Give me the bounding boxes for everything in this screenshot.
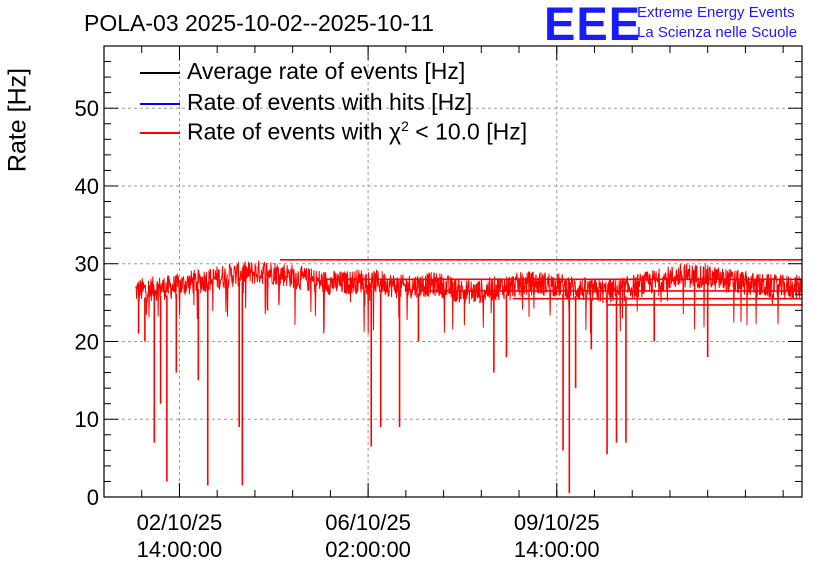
legend-label-chi2: Rate of events with χ2 < 10.0 [Hz] bbox=[187, 118, 527, 146]
y-tick-label: 50 bbox=[75, 96, 99, 121]
logo-line2: La Scienza nelle Scuole bbox=[637, 24, 798, 41]
axis-layer: 0102030405002/10/2514:00:0006/10/2502:00… bbox=[75, 45, 803, 562]
legend-chi2-superscript: 2 bbox=[401, 118, 409, 134]
series-layer bbox=[135, 259, 803, 494]
logo-line1: Extreme Energy Events bbox=[637, 4, 795, 21]
series-trace-chi2 bbox=[135, 260, 803, 334]
y-tick-label: 40 bbox=[75, 174, 99, 199]
x-tick-label-time: 14:00:00 bbox=[514, 537, 600, 562]
x-tick-label-time: 02:00:00 bbox=[325, 537, 411, 562]
legend-line-chi2 bbox=[140, 132, 180, 134]
legend-label-hits: Rate of events with hits [Hz] bbox=[187, 89, 473, 115]
y-tick-label: 30 bbox=[75, 252, 99, 277]
y-axis-label-box: Rate [Hz] bbox=[2, 60, 34, 180]
x-tick-label-date: 02/10/25 bbox=[137, 510, 223, 535]
legend-chi2-prefix: Rate of events with bbox=[187, 118, 389, 145]
x-tick-label-time: 14:00:00 bbox=[137, 537, 223, 562]
grid-layer bbox=[104, 46, 802, 497]
chart-title: POLA-03 2025-10-02--2025-10-11 bbox=[84, 10, 434, 36]
plot-frame bbox=[103, 45, 803, 498]
y-tick-label: 20 bbox=[75, 329, 99, 354]
legend-chi2-suffix: < 10.0 [Hz] bbox=[408, 118, 528, 145]
legend-line-hits bbox=[140, 103, 180, 105]
legend-chi2-symbol: χ bbox=[389, 118, 402, 145]
logo-caption: Extreme Energy Events La Scienza nelle S… bbox=[637, 3, 797, 43]
x-tick-label-date: 09/10/25 bbox=[514, 510, 600, 535]
y-tick-label: 10 bbox=[75, 407, 99, 432]
x-tick-label-date: 06/10/25 bbox=[325, 510, 411, 535]
y-tick-label: 0 bbox=[87, 485, 99, 510]
legend-label-average: Average rate of events [Hz] bbox=[187, 58, 466, 84]
legend-line-average bbox=[140, 72, 180, 74]
y-axis-label: Rate [Hz] bbox=[3, 67, 32, 173]
eee-logo: EEE bbox=[544, 0, 642, 50]
